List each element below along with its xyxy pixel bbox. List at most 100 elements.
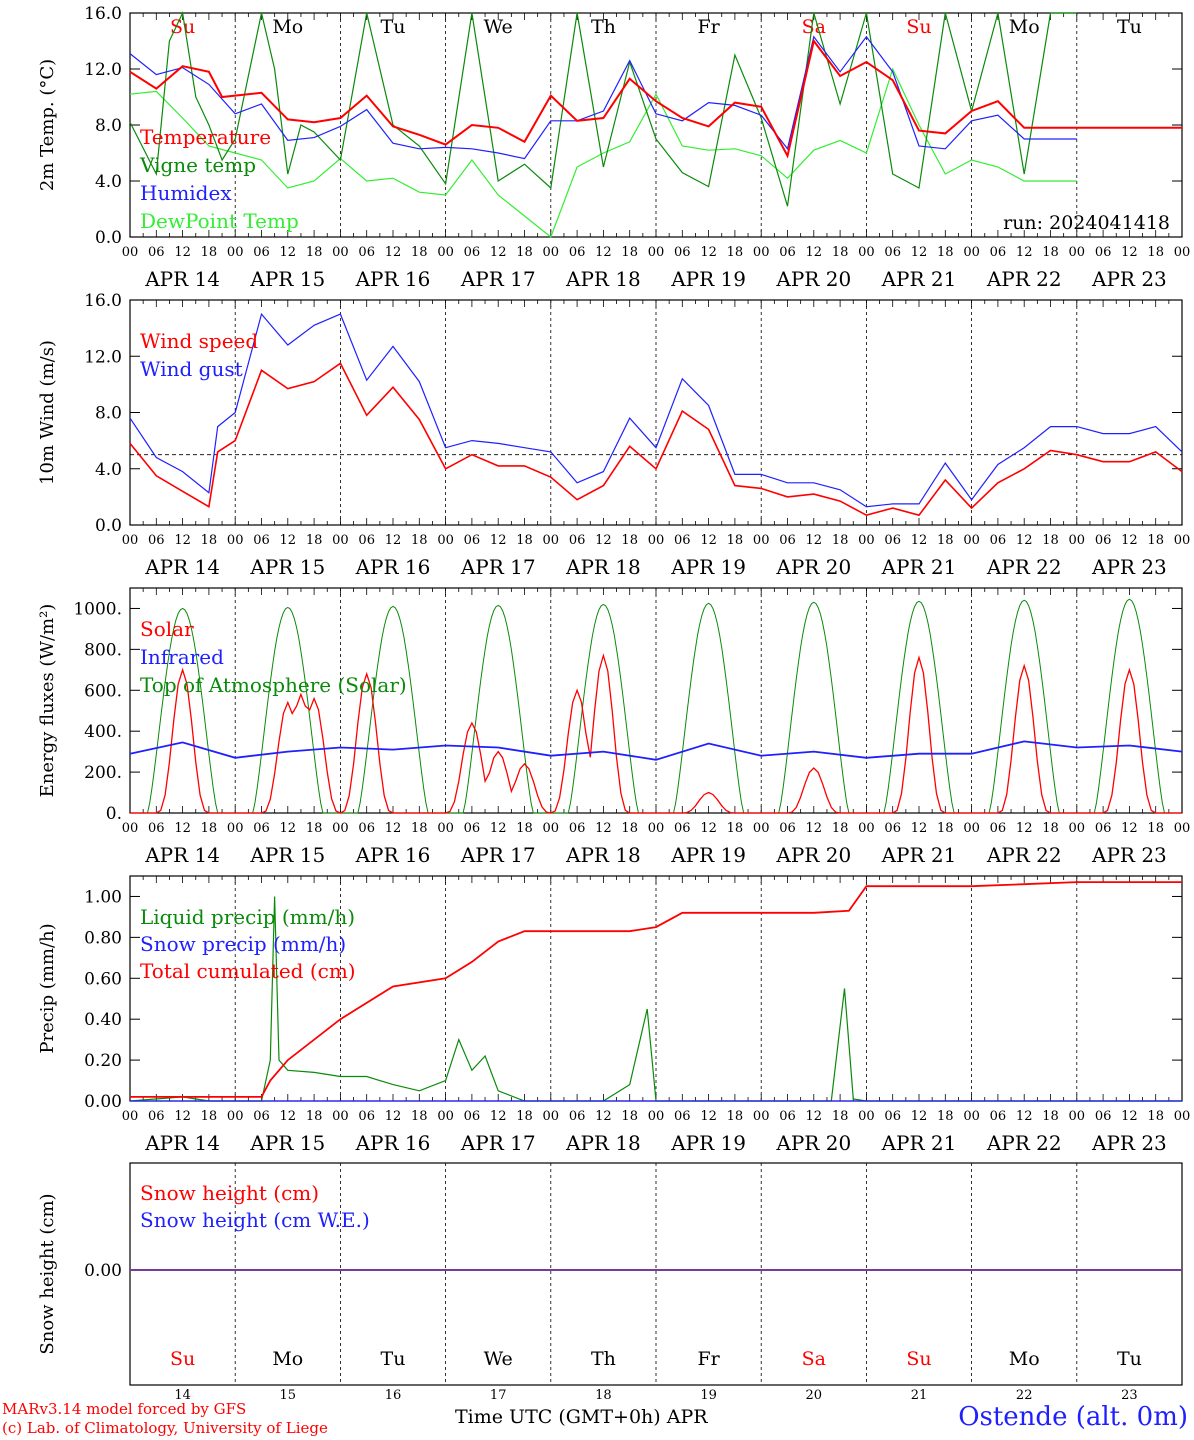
hour-tick-label: 18: [411, 533, 428, 548]
hour-tick-label: 12: [911, 821, 928, 836]
y-axis-label-5: Snow height (cm): [37, 1193, 58, 1354]
hour-tick-label: 18: [516, 245, 533, 260]
hour-tick-label: 12: [280, 1109, 297, 1124]
hour-tick-label: 00: [227, 821, 244, 836]
hour-tick-label: 06: [569, 1109, 586, 1124]
hour-tick-label: 00: [753, 821, 770, 836]
hour-tick-label: 12: [174, 245, 191, 260]
y-tick-label: 0.00: [84, 1261, 122, 1281]
series-line-2: [129, 35, 1077, 160]
hour-tick-label: 18: [621, 533, 638, 548]
hour-tick-label: 12: [174, 533, 191, 548]
date-label: APR 23: [1091, 843, 1167, 867]
legend-entry: Snow precip (mm/h): [140, 932, 346, 956]
y-tick-label: 0.20: [84, 1051, 122, 1071]
hour-tick-label: 06: [569, 533, 586, 548]
hour-tick-label: 06: [990, 533, 1007, 548]
day-number-label: 17: [490, 1388, 507, 1403]
series-line-0: [129, 362, 1183, 517]
date-label: APR 19: [670, 555, 746, 579]
date-label: APR 17: [460, 267, 536, 291]
y-tick-label: 0.60: [84, 969, 122, 989]
date-label: APR 18: [565, 267, 641, 291]
legend-entry: Solar: [140, 617, 194, 641]
series-line-0: [129, 38, 1182, 159]
hour-tick-label: 12: [1016, 821, 1033, 836]
day-number-label: 15: [280, 1388, 297, 1403]
hour-tick-label: 00: [963, 533, 980, 548]
series-line-total: [130, 881, 1182, 1098]
hour-tick-label: 06: [1095, 821, 1112, 836]
date-label: APR 14: [144, 555, 220, 579]
y-axis-label-4: Precip (mm/h): [37, 923, 58, 1053]
hour-tick-label: 12: [385, 1109, 402, 1124]
y-tick-label: 8.0: [95, 116, 122, 136]
hour-tick-label: 18: [832, 1109, 849, 1124]
y-tick-label: 12.0: [84, 347, 122, 367]
day-number-label: 20: [806, 1388, 823, 1403]
day-name-bottom: We: [484, 1348, 513, 1370]
hour-tick-label: 18: [727, 245, 744, 260]
day-name-bottom: Su: [906, 1348, 931, 1370]
date-label: APR 20: [775, 1131, 851, 1155]
y-tick-label: 1.00: [84, 887, 122, 907]
hour-tick-label: 12: [700, 533, 717, 548]
day-number-label: 22: [1016, 1388, 1033, 1403]
hour-tick-label: 06: [148, 245, 165, 260]
hour-tick-label: 00: [437, 1109, 454, 1124]
hour-tick-label: 12: [490, 821, 507, 836]
y-tick-label: 400.: [84, 722, 122, 742]
hour-tick-label: 12: [490, 533, 507, 548]
hour-tick-label: 06: [1095, 245, 1112, 260]
hour-tick-label: 12: [595, 821, 612, 836]
hour-tick-label: 12: [385, 245, 402, 260]
station-name: Ostende (alt. 0m): [958, 1402, 1188, 1432]
hour-tick-label: 18: [1147, 245, 1164, 260]
hour-tick-label: 18: [832, 245, 849, 260]
hour-tick-label: 06: [779, 533, 796, 548]
hour-tick-label: 18: [411, 1109, 428, 1124]
hour-tick-label: 12: [385, 821, 402, 836]
y-tick-label: 8.0: [95, 404, 122, 424]
y-tick-label: 12.0: [84, 60, 122, 80]
hour-tick-label: 00: [858, 821, 875, 836]
y-tick-label: 16.0: [84, 291, 122, 311]
hour-tick-label: 18: [832, 821, 849, 836]
hour-tick-label: 00: [1174, 245, 1191, 260]
y-tick-label: 0.0: [95, 228, 122, 248]
hour-tick-label: 18: [516, 1109, 533, 1124]
hour-tick-label: 06: [358, 821, 375, 836]
hour-tick-label: 12: [174, 1109, 191, 1124]
hour-tick-label: 00: [1069, 245, 1086, 260]
hour-tick-label: 00: [122, 533, 139, 548]
hour-tick-label: 12: [1121, 821, 1138, 836]
y-tick-label: 0.0: [95, 516, 122, 536]
hour-tick-label: 06: [464, 533, 481, 548]
day-number-label: 19: [700, 1388, 717, 1403]
day-name-top: Su: [170, 16, 195, 38]
hour-tick-label: 00: [963, 1109, 980, 1124]
hour-tick-label: 12: [490, 1109, 507, 1124]
hour-tick-label: 00: [648, 1109, 665, 1124]
hour-tick-label: 06: [358, 245, 375, 260]
hour-tick-label: 00: [332, 533, 349, 548]
y-tick-label: 0.: [106, 804, 122, 824]
hour-tick-label: 18: [306, 1109, 323, 1124]
hour-tick-label: 00: [227, 533, 244, 548]
hour-tick-label: 00: [122, 1109, 139, 1124]
hour-tick-label: 00: [543, 821, 560, 836]
date-label: APR 14: [144, 843, 220, 867]
day-name-bottom: Tu: [381, 1348, 406, 1370]
day-name-bottom: Th: [591, 1348, 616, 1370]
panel-frame-2: [129, 299, 1183, 526]
hour-tick-label: 00: [332, 245, 349, 260]
series-line-1: [129, 312, 1183, 508]
day-name-bottom: Fr: [697, 1348, 720, 1370]
hour-tick-label: 06: [884, 1109, 901, 1124]
y-tick-label: 0.40: [84, 1010, 122, 1030]
hour-tick-label: 06: [253, 533, 270, 548]
legend-entry: Infrared: [140, 645, 224, 669]
hour-tick-label: 00: [543, 1109, 560, 1124]
hour-tick-label: 00: [122, 245, 139, 260]
hour-tick-label: 00: [858, 1109, 875, 1124]
